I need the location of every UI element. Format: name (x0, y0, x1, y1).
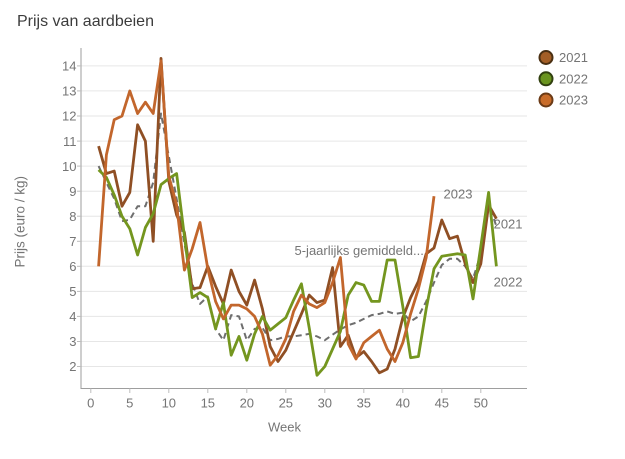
svg-text:Prijs (euro / kg): Prijs (euro / kg) (13, 176, 28, 268)
svg-text:15: 15 (201, 395, 215, 410)
svg-text:10: 10 (162, 395, 176, 410)
svg-text:11: 11 (63, 134, 77, 149)
svg-text:45: 45 (435, 395, 449, 410)
svg-text:8: 8 (69, 209, 76, 224)
svg-text:2021: 2021 (494, 217, 523, 232)
svg-text:6: 6 (69, 259, 76, 274)
svg-text:2021: 2021 (559, 50, 588, 65)
svg-text:2022: 2022 (494, 275, 523, 290)
svg-text:5: 5 (69, 284, 76, 299)
svg-text:0: 0 (87, 395, 94, 410)
svg-text:2023: 2023 (559, 93, 588, 108)
svg-text:12: 12 (62, 109, 76, 124)
svg-text:2: 2 (69, 359, 76, 374)
svg-text:Week: Week (268, 420, 301, 435)
svg-text:Prijs van aardbeien: Prijs van aardbeien (17, 13, 154, 30)
svg-text:7: 7 (69, 234, 76, 249)
svg-text:40: 40 (396, 395, 410, 410)
svg-text:3: 3 (69, 334, 76, 349)
svg-text:5: 5 (126, 395, 133, 410)
svg-text:5-jaarlijks gemiddeld...: 5-jaarlijks gemiddeld... (295, 243, 424, 258)
svg-text:4: 4 (69, 309, 76, 324)
svg-text:50: 50 (474, 395, 488, 410)
svg-text:9: 9 (69, 184, 76, 199)
svg-text:25: 25 (279, 395, 293, 410)
svg-text:2023: 2023 (444, 186, 473, 201)
svg-text:13: 13 (62, 84, 76, 99)
svg-text:14: 14 (62, 59, 76, 74)
svg-text:35: 35 (357, 395, 371, 410)
svg-text:10: 10 (62, 159, 76, 174)
svg-text:20: 20 (240, 395, 254, 410)
svg-text:30: 30 (318, 395, 332, 410)
svg-text:2022: 2022 (559, 71, 588, 86)
